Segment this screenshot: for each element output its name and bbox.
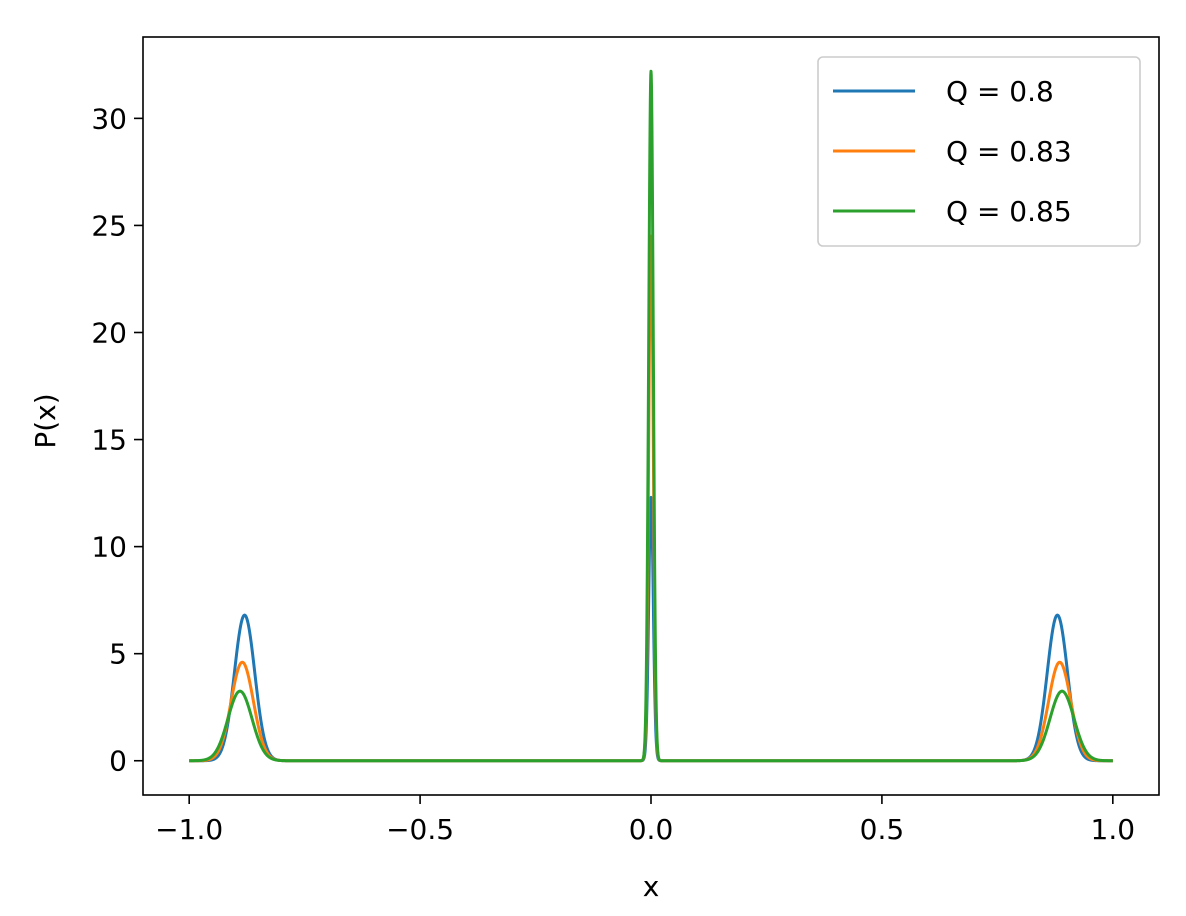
y-tick-label: 0	[109, 745, 127, 778]
y-tick-label: 30	[91, 102, 127, 135]
x-tick-label: −1.0	[155, 813, 223, 846]
x-tick-label: 0.0	[629, 813, 674, 846]
y-tick-label: 5	[109, 638, 127, 671]
x-axis-ticks: −1.0 −0.5 0.0 0.5 1.0	[155, 795, 1135, 846]
x-tick-label: 0.5	[860, 813, 905, 846]
x-axis-label: x	[643, 870, 660, 903]
x-tick-label: 1.0	[1091, 813, 1136, 846]
y-axis-label: P(x)	[29, 393, 62, 448]
legend-label-1: Q = 0.8	[946, 75, 1054, 108]
legend-label-2: Q = 0.83	[946, 135, 1072, 168]
legend-box	[817, 56, 1141, 247]
y-tick-label: 15	[91, 424, 127, 457]
y-tick-label: 20	[91, 316, 127, 349]
x-tick-label: −0.5	[386, 813, 454, 846]
legend-label-3: Q = 0.85	[946, 195, 1072, 228]
legend: Q = 0.8 Q = 0.83 Q = 0.85	[817, 56, 1141, 247]
series-line-3	[187, 69, 1115, 763]
y-tick-label: 25	[91, 209, 127, 242]
series-layer	[187, 69, 1115, 763]
y-tick-label: 10	[91, 531, 127, 564]
legend-entries: Q = 0.8 Q = 0.83 Q = 0.85	[833, 75, 1072, 228]
y-axis-ticks: 0 5 10 15 20 25 30	[91, 102, 143, 778]
